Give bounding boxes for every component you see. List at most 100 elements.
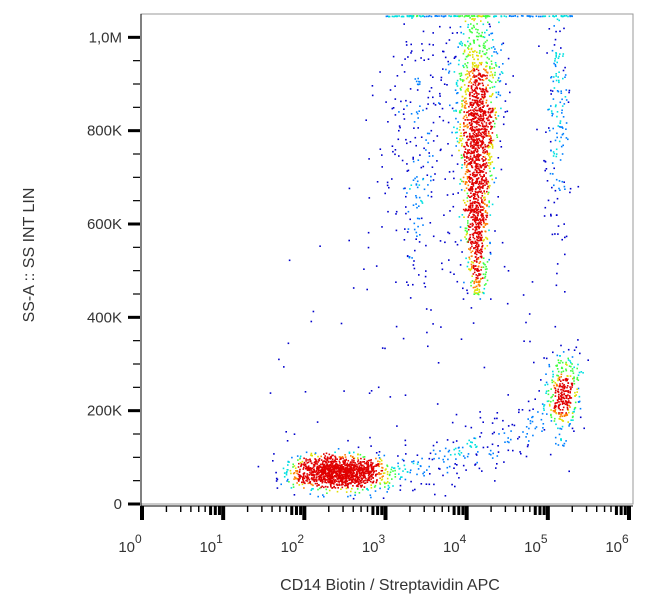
event-point — [548, 129, 551, 132]
event-point — [335, 468, 337, 470]
event-point — [303, 464, 306, 467]
event-point — [417, 117, 419, 119]
event-point — [362, 464, 364, 467]
event-point — [286, 469, 289, 471]
event-point — [485, 101, 487, 104]
event-point — [451, 107, 454, 110]
event-point — [410, 480, 412, 483]
event-point — [478, 110, 481, 112]
event-point — [467, 152, 469, 154]
event-point — [457, 121, 459, 123]
event-point — [464, 156, 466, 158]
event-point — [406, 170, 409, 172]
event-point — [529, 420, 532, 422]
event-point — [565, 15, 568, 17]
event-point — [376, 479, 378, 482]
event-point — [406, 231, 409, 233]
event-point — [470, 23, 472, 25]
event-point — [481, 246, 483, 248]
event-point — [428, 152, 430, 154]
event-point — [481, 79, 484, 81]
event-point — [313, 474, 316, 476]
event-point — [411, 257, 413, 259]
event-point — [473, 81, 476, 83]
event-point — [359, 480, 362, 483]
event-point — [478, 273, 480, 275]
event-point — [470, 78, 472, 80]
event-point — [549, 172, 552, 175]
event-point — [484, 165, 486, 167]
event-point — [554, 404, 556, 407]
event-point — [272, 460, 274, 462]
event-point — [473, 68, 476, 71]
event-point — [482, 138, 484, 140]
event-point — [474, 463, 477, 465]
event-point — [372, 467, 374, 470]
event-point — [306, 462, 309, 464]
event-point — [478, 182, 481, 185]
event-point — [470, 145, 472, 148]
event-point — [449, 271, 452, 274]
event-point — [359, 461, 362, 463]
event-point — [492, 76, 494, 79]
event-point — [395, 229, 398, 232]
event-point — [491, 73, 494, 76]
event-point — [349, 478, 351, 481]
x-minor-tick — [328, 506, 330, 512]
event-point — [561, 412, 564, 414]
event-point — [366, 468, 368, 470]
event-point — [497, 445, 499, 447]
event-point — [473, 291, 476, 293]
event-point — [486, 190, 488, 193]
event-point — [327, 465, 329, 467]
event-point — [364, 482, 367, 484]
event-point — [477, 97, 480, 99]
event-point — [452, 441, 455, 444]
event-point — [418, 83, 421, 85]
event-point — [485, 158, 487, 160]
event-point — [461, 42, 464, 45]
event-point — [360, 479, 363, 482]
event-point — [466, 157, 468, 159]
event-point — [361, 484, 363, 487]
event-point — [565, 395, 568, 398]
event-point — [559, 362, 561, 364]
event-point — [475, 256, 477, 258]
event-point — [416, 235, 418, 237]
event-point — [470, 141, 472, 143]
event-point — [310, 460, 312, 462]
event-point — [370, 473, 373, 476]
event-point — [323, 463, 326, 466]
event-point — [395, 325, 398, 328]
event-point — [275, 477, 278, 480]
event-point — [483, 112, 486, 115]
event-point — [479, 174, 481, 176]
event-point — [471, 139, 474, 141]
event-point — [348, 479, 350, 481]
event-point — [359, 480, 361, 482]
event-point — [544, 169, 546, 172]
event-point — [478, 245, 480, 247]
event-point — [478, 222, 480, 224]
event-point — [438, 467, 440, 470]
event-point — [472, 267, 475, 270]
event-point — [565, 412, 567, 414]
event-point — [445, 42, 448, 45]
event-point — [476, 94, 478, 97]
event-point — [484, 198, 486, 201]
event-point — [396, 425, 398, 427]
event-point — [556, 263, 559, 265]
event-point — [459, 139, 461, 142]
event-point — [476, 239, 478, 241]
y-minor-tick — [133, 363, 140, 365]
y-minor-tick — [133, 270, 140, 272]
event-point — [473, 193, 475, 195]
event-point — [381, 347, 384, 349]
event-point — [455, 440, 458, 442]
event-point — [477, 58, 479, 61]
event-point — [470, 263, 473, 266]
x-minor-tick — [623, 506, 627, 515]
event-point — [314, 471, 316, 473]
event-point — [356, 463, 358, 466]
event-point — [567, 391, 570, 394]
